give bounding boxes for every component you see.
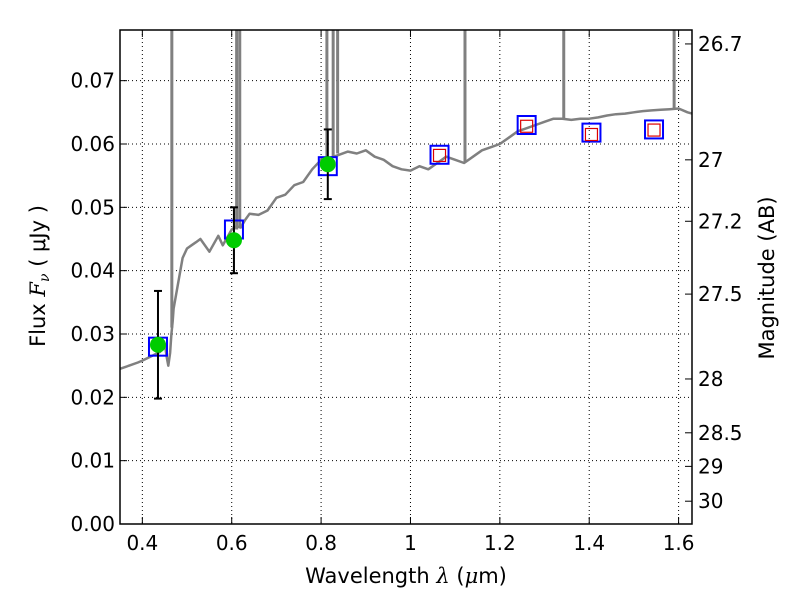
x-tick-label: 0.8 [305,531,337,555]
y-tick-label: 0.07 [70,69,115,93]
y-tick-label: 0.06 [70,132,115,156]
upper-limit-boxes [432,119,661,162]
y2-tick-label: 29 [698,454,723,478]
y2-tick-label: 26.7 [698,32,743,56]
model-spectrum-group [119,30,693,370]
y-tick-label: 0.00 [70,512,115,536]
upper-limit-box [520,119,534,133]
upper-limit-box [647,123,661,137]
observed-point [319,156,336,173]
model-photometry-box [644,119,665,140]
model-photometry-box [429,144,450,165]
x-tick-label: 1.2 [484,531,516,555]
upper-limit-box [432,148,447,162]
x-tick-label: 0.4 [126,531,158,555]
upper-limit-box [584,127,599,142]
y-ticks: 0.00 0.01 0.02 0.03 0.04 0.05 0.06 0.07 [70,69,127,536]
emission-lines [170,30,676,328]
model-photometry-box [581,122,602,143]
observed-points [149,156,336,353]
plot-frame [119,29,693,525]
y2-tick-label: 28 [698,367,723,391]
y-tick-label: 0.02 [70,385,115,409]
y2-tick-label: 27.5 [698,282,743,306]
y-axis-label: Flux Fν ( μJy ) [26,205,53,347]
y2-ticks: 26.7 27 27.2 27.5 28 28.5 29 30 [685,32,743,513]
x-tick-label: 0.6 [216,531,248,555]
x-ticks: 0.4 0.6 0.8 1 1.2 1.4 1.6 [126,30,695,555]
model-spectrum-line [119,107,693,370]
y-tick-label: 0.05 [70,195,115,219]
model-photometry-box [516,115,537,135]
y2-tick-label: 28.5 [698,421,743,445]
y2-tick-label: 27.2 [698,209,743,233]
x-tick-label: 1.6 [663,531,695,555]
x-tick-label: 1 [404,531,417,555]
observed-point [149,336,166,353]
x-axis-label: Wavelength λ (μm) [305,564,507,588]
y-tick-label: 0.04 [70,259,115,283]
y-tick-label: 0.03 [70,322,115,346]
y-tick-label: 0.01 [70,449,115,473]
model-photometry-boxes [147,115,665,357]
y2-tick-label: 30 [698,489,723,513]
y2-tick-label: 27 [698,148,723,172]
grid-lines [120,30,692,525]
x-tick-label: 1.4 [573,531,605,555]
observed-point [225,232,242,249]
y2-axis-label: Magnitude (AB) [755,196,779,359]
